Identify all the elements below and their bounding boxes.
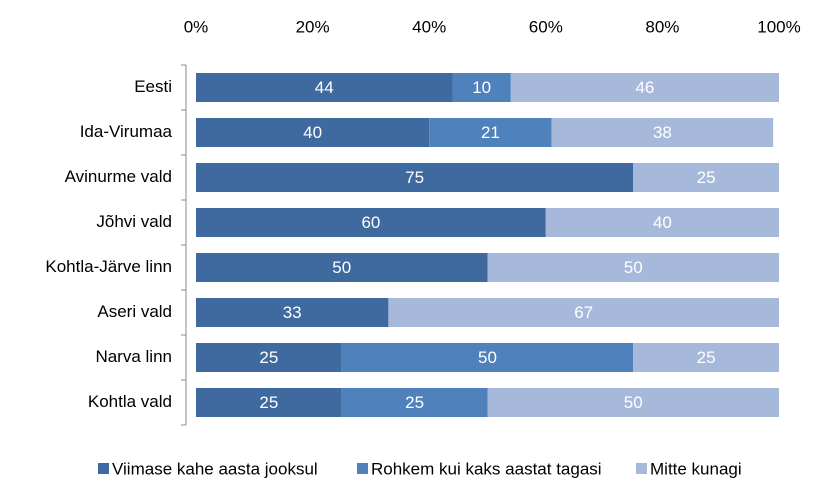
x-tick-label: 0% bbox=[184, 17, 209, 36]
data-label: 46 bbox=[635, 78, 654, 97]
data-label: 50 bbox=[478, 348, 497, 367]
legend-label: Mitte kunagi bbox=[650, 459, 742, 478]
data-label: 44 bbox=[315, 78, 334, 97]
bar-segment bbox=[196, 208, 546, 237]
data-label: 25 bbox=[405, 393, 424, 412]
bar-segment bbox=[545, 208, 779, 237]
data-label: 40 bbox=[303, 123, 322, 142]
legend-label: Rohkem kui kaks aastat tagasi bbox=[371, 459, 602, 478]
y-tick-label: Ida-Virumaa bbox=[80, 122, 173, 141]
y-tick-label: Eesti bbox=[134, 77, 172, 96]
y-tick-label: Kohtla vald bbox=[88, 392, 172, 411]
bar-segment bbox=[196, 298, 389, 327]
data-label: 75 bbox=[405, 168, 424, 187]
data-label: 25 bbox=[259, 348, 278, 367]
x-tick-label: 40% bbox=[412, 17, 446, 36]
bar-segment bbox=[452, 73, 511, 102]
bar-segment bbox=[196, 118, 430, 147]
data-label: 10 bbox=[472, 78, 491, 97]
data-label: 38 bbox=[653, 123, 672, 142]
bar-segment bbox=[551, 118, 774, 147]
bar-segment bbox=[633, 163, 779, 192]
y-tick-label: Kohtla-Järve linn bbox=[45, 257, 172, 276]
x-tick-label: 60% bbox=[529, 17, 563, 36]
data-label: 50 bbox=[624, 393, 643, 412]
x-tick-label: 80% bbox=[645, 17, 679, 36]
legend-label: Viimase kahe aasta jooksul bbox=[112, 459, 318, 478]
bar-segment bbox=[429, 118, 552, 147]
data-label: 40 bbox=[653, 213, 672, 232]
legend-swatch bbox=[357, 463, 368, 474]
data-label: 60 bbox=[361, 213, 380, 232]
bar-segment bbox=[196, 253, 488, 282]
data-label: 25 bbox=[697, 348, 716, 367]
bar-segment bbox=[196, 73, 453, 102]
bar-segment bbox=[633, 343, 779, 372]
data-label: 50 bbox=[332, 258, 351, 277]
data-label: 67 bbox=[574, 303, 593, 322]
bar-segment bbox=[341, 388, 488, 417]
bar-segment bbox=[510, 73, 779, 102]
bar-segment bbox=[196, 388, 342, 417]
bar-segment bbox=[196, 163, 634, 192]
legend-swatch bbox=[98, 463, 109, 474]
data-label: 25 bbox=[697, 168, 716, 187]
bar-segment bbox=[196, 343, 342, 372]
data-label: 50 bbox=[624, 258, 643, 277]
x-tick-label: 20% bbox=[296, 17, 330, 36]
data-label: 33 bbox=[283, 303, 302, 322]
bar-segment bbox=[388, 298, 779, 327]
bar-segment bbox=[487, 253, 779, 282]
y-tick-label: Avinurme vald bbox=[65, 167, 172, 186]
x-tick-label: 100% bbox=[757, 17, 800, 36]
bar-segment bbox=[341, 343, 634, 372]
legend-swatch bbox=[636, 463, 647, 474]
data-label: 21 bbox=[481, 123, 500, 142]
data-label: 25 bbox=[259, 393, 278, 412]
y-tick-label: Narva linn bbox=[95, 347, 172, 366]
y-tick-label: Jõhvi vald bbox=[96, 212, 172, 231]
bar-segment bbox=[487, 388, 779, 417]
y-tick-label: Aseri vald bbox=[97, 302, 172, 321]
